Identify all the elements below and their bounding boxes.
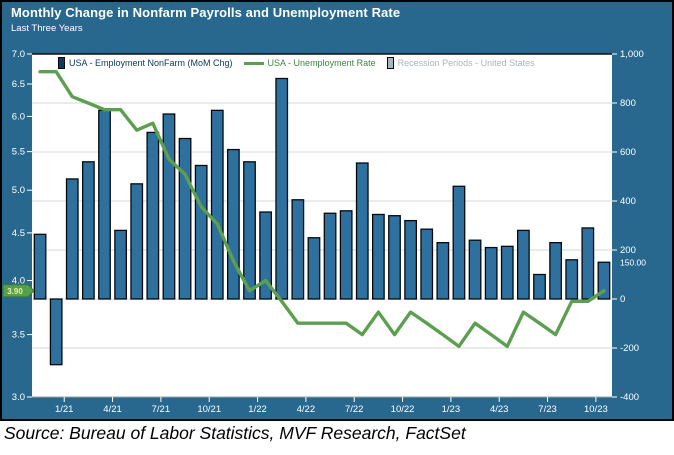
axis-tick-label: 4/21 — [103, 404, 122, 415]
axis-tick-label: 6.5 — [12, 79, 25, 90]
payrolls-value-callout: 150.00 — [620, 257, 646, 267]
payrolls-bar — [178, 137, 192, 300]
payrolls-bar — [65, 178, 79, 300]
axis-tick-label: 600 — [620, 147, 636, 158]
payrolls-bar — [323, 212, 337, 300]
recession-series-icon — [386, 57, 394, 69]
chart-subtitle: Last Three Years — [11, 23, 83, 34]
payrolls-bar — [210, 109, 224, 300]
payrolls-bar — [484, 246, 498, 300]
legend-label: Recession Periods - United States — [397, 58, 535, 68]
axis-tick-label: 1/22 — [248, 404, 267, 415]
chart-legend: USA - Employment NonFarm (MoM Chg) USA -… — [58, 57, 535, 69]
axis-tick-label: 4.5 — [12, 228, 25, 239]
payrolls-bar — [549, 241, 563, 300]
axis-tick-label: 7/23 — [538, 404, 557, 415]
axis-tick-label: -400 — [620, 392, 639, 403]
payrolls-bar — [371, 213, 385, 300]
payrolls-bar — [81, 161, 95, 300]
payrolls-bar — [468, 239, 482, 300]
chart-card: 7.0 6.5 6.0 5.5 5.0 4.5 4.0 3.5 3.0 1,000 800 600 40… — [0, 0, 674, 421]
axis-tick-label: 3.5 — [12, 330, 25, 341]
axis-tick-label: 3.0 — [12, 392, 25, 403]
axis-tick-label: 6.0 — [12, 111, 25, 122]
unemployment-line — [38, 70, 606, 349]
payrolls-bar — [98, 109, 111, 300]
axis-tick-label: 1/23 — [442, 404, 461, 415]
payrolls-bar — [339, 210, 353, 300]
plot-area — [32, 54, 612, 397]
unemployment-value-badge-text: 3.90 — [7, 287, 23, 296]
axis-tick-label: 4/23 — [490, 404, 509, 415]
payrolls-bar — [259, 211, 273, 300]
payrolls-bar — [436, 241, 450, 300]
payrolls-bar — [243, 161, 256, 300]
axis-tick-label: 7.0 — [12, 49, 25, 60]
payrolls-unemployment-chart: 7.0 6.5 6.0 5.5 5.0 4.5 4.0 3.5 3.0 1,000 800 600 40… — [2, 49, 646, 415]
axis-tick-label: 5.0 — [12, 185, 25, 196]
axis-tick-label: 10/22 — [391, 404, 415, 415]
axis-tick-label: 400 — [620, 196, 636, 207]
page-title: Monthly Change in Nonfarm Payrolls and U… — [11, 5, 401, 20]
payrolls-bar — [146, 131, 160, 300]
legend-item-unemployment-rate: USA - Unemployment Rate — [243, 58, 376, 68]
payrolls-bar — [452, 185, 466, 300]
legend-item-nonfarm-payrolls: USA - Employment NonFarm (MoM Chg) — [58, 57, 233, 69]
line-series-icon — [243, 61, 264, 65]
payrolls-bar — [130, 183, 144, 300]
axis-tick-label: 0 — [620, 294, 625, 305]
legend-label: USA - Employment NonFarm (MoM Chg) — [69, 58, 233, 68]
payrolls-bar — [597, 261, 611, 300]
payrolls-bar — [355, 162, 369, 300]
payrolls-bar — [114, 229, 128, 300]
axis-tick-label: 1/21 — [55, 404, 74, 415]
bar-series-icon — [58, 57, 65, 69]
axis-tick-label: 7/21 — [152, 404, 171, 415]
axis-tick-label: 800 — [620, 98, 636, 109]
payrolls-bar — [49, 298, 63, 366]
payrolls-bar — [226, 148, 240, 300]
axis-tick-label: 200 — [620, 245, 636, 256]
legend-item-recession-periods: Recession Periods - United States — [386, 57, 535, 69]
payrolls-bar — [194, 164, 208, 300]
payrolls-bar — [516, 229, 530, 300]
axis-tick-label: 10/23 — [584, 404, 608, 415]
payrolls-bar — [291, 199, 305, 300]
payrolls-bar — [404, 219, 418, 300]
axis-tick-label: -200 — [620, 343, 639, 354]
payrolls-bar — [275, 77, 289, 300]
axis-tick-label: 5.5 — [12, 147, 25, 158]
payrolls-bar — [533, 273, 546, 300]
payrolls-bar — [162, 113, 176, 300]
payrolls-bar — [581, 227, 595, 300]
legend-label: USA - Unemployment Rate — [267, 58, 376, 68]
axis-tick-label: 4/22 — [297, 404, 316, 415]
axis-tick-label: 4.0 — [12, 276, 25, 287]
payrolls-bar — [420, 228, 434, 300]
axis-tick-label: 7/22 — [345, 404, 364, 415]
source-attribution: Source: Bureau of Labor Statistics, MVF … — [4, 423, 466, 443]
axis-tick-label: 1,000 — [620, 49, 644, 60]
unemployment-value-badge — [2, 284, 35, 298]
payrolls-bar — [388, 215, 401, 300]
axis-tick-label: 10/21 — [197, 404, 221, 415]
payrolls-bar — [500, 245, 514, 300]
payrolls-bar — [307, 237, 321, 300]
payrolls-bar — [565, 259, 579, 300]
payrolls-bar — [33, 233, 47, 300]
